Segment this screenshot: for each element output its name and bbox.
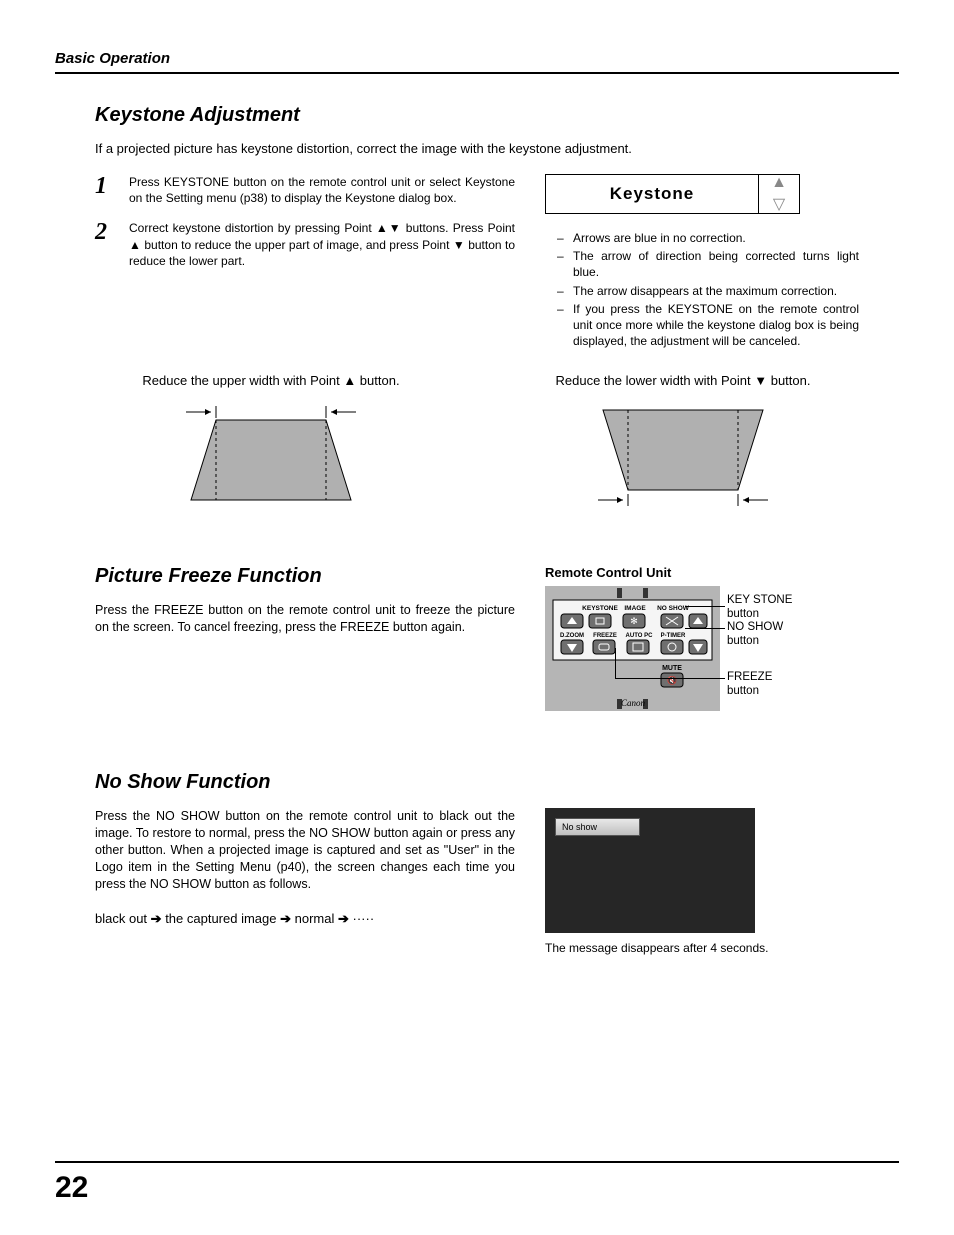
step-text: Correct keystone distortion by pressing … <box>129 220 515 269</box>
keystone-intro: If a projected picture has keystone dist… <box>95 141 859 156</box>
step-num: 1 <box>95 174 115 206</box>
trap-upper-caption: Reduce the upper width with Point ▲ butt… <box>95 373 447 388</box>
keystone-right: Keystone ▲ ▽ Arrows are blue in no corre… <box>545 174 859 351</box>
trap-lower-block: Reduce the lower width with Point ▼ butt… <box>507 373 859 515</box>
step-1: 1 Press KEYSTONE button on the remote co… <box>95 174 515 206</box>
list-item: The arrow of direction being corrected t… <box>573 248 859 280</box>
noshow-sequence: black out ➔ the captured image ➔ normal … <box>95 911 515 927</box>
page-content: Keystone Adjustment If a projected pictu… <box>55 104 899 955</box>
keystone-columns: 1 Press KEYSTONE button on the remote co… <box>95 174 859 351</box>
svg-text:FREEZE: FREEZE <box>593 633 617 639</box>
callout-freeze: FREEZEbutton <box>727 671 772 699</box>
noshow-right: No show The message disappears after 4 s… <box>545 808 859 955</box>
noshow-text: Press the NO SHOW button on the remote c… <box>95 808 515 892</box>
arrow-right-icon: ➔ <box>151 911 166 926</box>
step-num: 2 <box>95 220 115 269</box>
callout-line <box>685 628 725 629</box>
callout-line <box>685 606 725 607</box>
keystone-dialog-arrows: ▲ ▽ <box>759 174 799 214</box>
list-item: The arrow disappears at the maximum corr… <box>573 283 859 299</box>
triangle-up-icon: ▲ <box>771 174 787 192</box>
noshow-left: Press the NO SHOW button on the remote c… <box>95 808 515 955</box>
svg-text:IMAGE: IMAGE <box>624 605 646 612</box>
svg-text:✻: ✻ <box>630 616 638 626</box>
noshow-row: Press the NO SHOW button on the remote c… <box>95 808 859 955</box>
remote-title: Remote Control Unit <box>545 565 805 580</box>
remote-svg: KEYSTONE IMAGE NO SHOW ✻ D.Z <box>545 586 720 711</box>
arrow-right-icon: ➔ <box>280 911 295 926</box>
arrow-right-icon: ➔ <box>338 911 353 926</box>
freeze-section: Picture Freeze Function Press the FREEZE… <box>95 565 859 711</box>
step-2: 2 Correct keystone distortion by pressin… <box>95 220 515 269</box>
step-text: Press KEYSTONE button on the remote cont… <box>129 174 515 206</box>
callout-keystone: KEY STONEbutton <box>727 594 792 622</box>
noshow-message: No show <box>555 818 640 836</box>
svg-text:Canon: Canon <box>621 698 646 708</box>
noshow-heading: No Show Function <box>95 771 859 794</box>
svg-text:D.ZOOM: D.ZOOM <box>560 633 584 639</box>
freeze-left: Picture Freeze Function Press the FREEZE… <box>95 565 515 711</box>
trap-upper-block: Reduce the upper width with Point ▲ butt… <box>95 373 447 515</box>
keystone-dialog: Keystone ▲ ▽ <box>545 174 800 214</box>
svg-text:AUTO PC: AUTO PC <box>626 633 654 639</box>
triangle-down-icon: ▽ <box>773 194 785 214</box>
remote-block: Remote Control Unit KEYSTONE IMAGE NO SH… <box>545 565 805 711</box>
page-number: 22 <box>55 1165 88 1205</box>
freeze-heading: Picture Freeze Function <box>95 565 515 588</box>
callout-noshow: NO SHOWbutton <box>727 621 783 649</box>
list-item: If you press the KEYSTONE on the remote … <box>573 301 859 350</box>
noshow-caption: The message disappears after 4 seconds. <box>545 941 859 955</box>
svg-text:P-TIMER: P-TIMER <box>661 633 686 639</box>
footer-rule <box>55 1161 899 1163</box>
noshow-screen: No show <box>545 808 755 933</box>
page-header: Basic Operation <box>55 50 899 74</box>
trap-upper-svg <box>181 400 361 505</box>
keystone-notes: Arrows are blue in no correction. The ar… <box>545 230 859 349</box>
svg-text:MUTE: MUTE <box>662 665 682 672</box>
svg-text:KEYSTONE: KEYSTONE <box>582 605 618 612</box>
callout-line <box>615 678 725 679</box>
trap-lower-caption: Reduce the lower width with Point ▼ butt… <box>507 373 859 388</box>
keystone-dialog-label: Keystone <box>546 175 759 213</box>
remote-wrap: KEYSTONE IMAGE NO SHOW ✻ D.Z <box>545 586 805 711</box>
freeze-text: Press the FREEZE button on the remote co… <box>95 602 515 636</box>
trap-lower-svg <box>593 400 773 515</box>
callout-line <box>615 648 616 678</box>
keystone-steps: 1 Press KEYSTONE button on the remote co… <box>95 174 515 351</box>
keystone-heading: Keystone Adjustment <box>95 104 859 127</box>
trapezoid-row: Reduce the upper width with Point ▲ butt… <box>95 373 859 515</box>
list-item: Arrows are blue in no correction. <box>573 230 859 246</box>
svg-text:🔇: 🔇 <box>667 675 677 685</box>
